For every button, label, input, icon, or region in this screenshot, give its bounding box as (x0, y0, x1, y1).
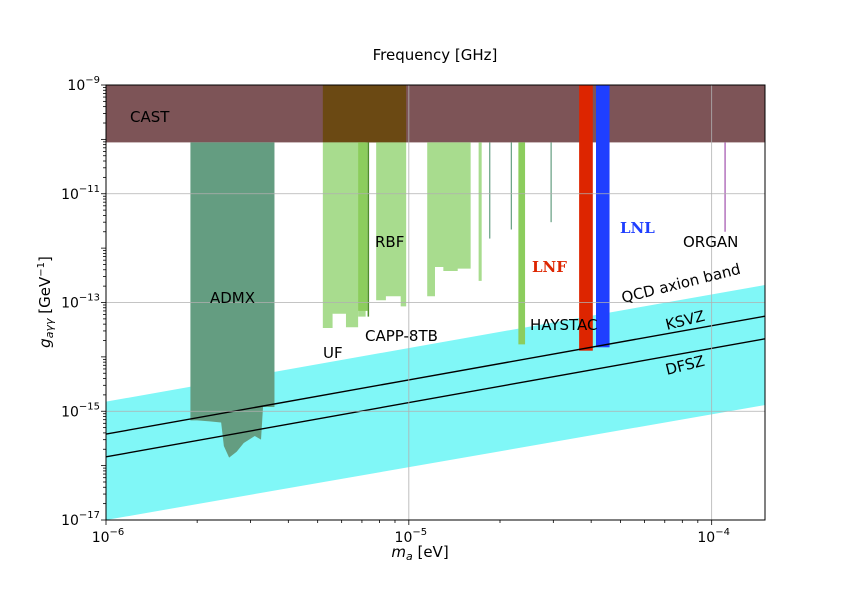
exclusion-rbf-6 (478, 142, 482, 281)
axes: 10−610−510−410−1710−1510−1310−1110−91001… (61, 75, 730, 546)
exclusion-rbf-5 (427, 142, 471, 297)
label-lnf: LNF (532, 258, 567, 276)
label-cast: CAST (130, 108, 170, 126)
x-tick-label-1: 10−5 (395, 527, 428, 546)
top-axis-title: Frequency [GHz] (373, 46, 498, 64)
label-capp: CAPP-8TB (365, 327, 438, 345)
exclusion-lnf-10 (579, 85, 593, 351)
exclusion-haystac-9 (518, 142, 526, 345)
x-tick-label-0: 10−6 (92, 527, 125, 546)
line-dfsz (106, 338, 765, 458)
y-tick-label-4: 10−9 (67, 75, 100, 94)
x-tick-label-2: 10−4 (697, 527, 730, 546)
plot-area (106, 85, 765, 520)
y-axis-title: gaγγ [GeV−1] (36, 256, 56, 348)
label-organ: ORGAN (683, 233, 738, 251)
exclusion-admx-2 (190, 142, 275, 458)
label-rbf: RBF (375, 233, 404, 251)
exclusion-rbf-3 (322, 142, 359, 328)
exclusion-cast-rbf-overlap-1 (322, 85, 407, 143)
exclusion-capp-8tb-8 (358, 142, 368, 311)
y-tick-label-0: 10−17 (61, 510, 100, 529)
exclusion-organ-12 (724, 142, 726, 232)
grid (106, 85, 765, 520)
exclusion-cast-0 (106, 85, 765, 143)
y-tick-label-3: 10−11 (61, 184, 100, 203)
top-axis-title-text: Frequency [GHz] (373, 46, 498, 64)
line-ksvz (106, 315, 765, 435)
exclusion-lnl-11 (596, 85, 610, 348)
exclusion-rbf-4 (376, 142, 407, 307)
y-tick-label-2: 10−13 (61, 293, 100, 312)
label-lnl: LNL (620, 219, 655, 237)
label-uf: UF (323, 344, 343, 362)
x-axis-title: ma [eV] (391, 543, 448, 563)
label-haystac: HAYSTAC (530, 316, 598, 334)
y-tick-label-1: 10−15 (61, 401, 100, 420)
label-admx: ADMX (210, 289, 255, 307)
